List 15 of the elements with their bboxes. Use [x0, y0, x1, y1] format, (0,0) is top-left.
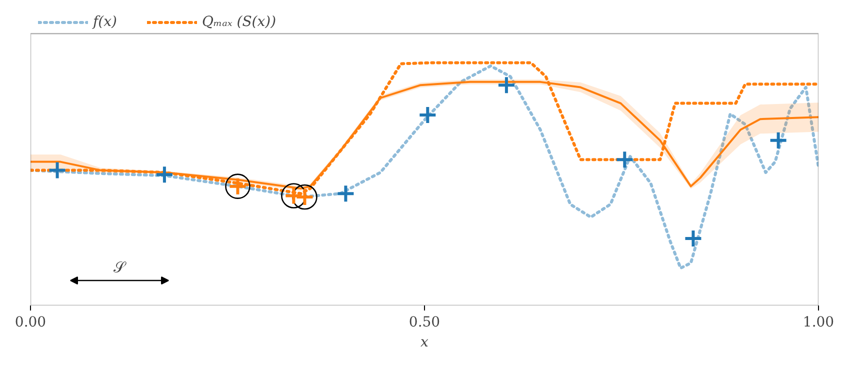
x-tick-label: 1.00 [802, 314, 834, 330]
x-axis-title: x [420, 334, 429, 350]
point [768, 130, 788, 150]
point [336, 184, 356, 204]
point [615, 150, 634, 170]
point [48, 160, 67, 180]
point [496, 76, 516, 95]
point [154, 165, 174, 184]
x-tick-label: 0.50 [408, 314, 440, 330]
point [684, 229, 703, 248]
legend-label: Qₘₐₓ (S(x)) [202, 14, 276, 30]
point [418, 105, 438, 124]
annotation: 𝒮 [114, 258, 126, 276]
x-tick-label: 0.00 [14, 314, 46, 330]
legend-label: f(x) [93, 14, 118, 30]
